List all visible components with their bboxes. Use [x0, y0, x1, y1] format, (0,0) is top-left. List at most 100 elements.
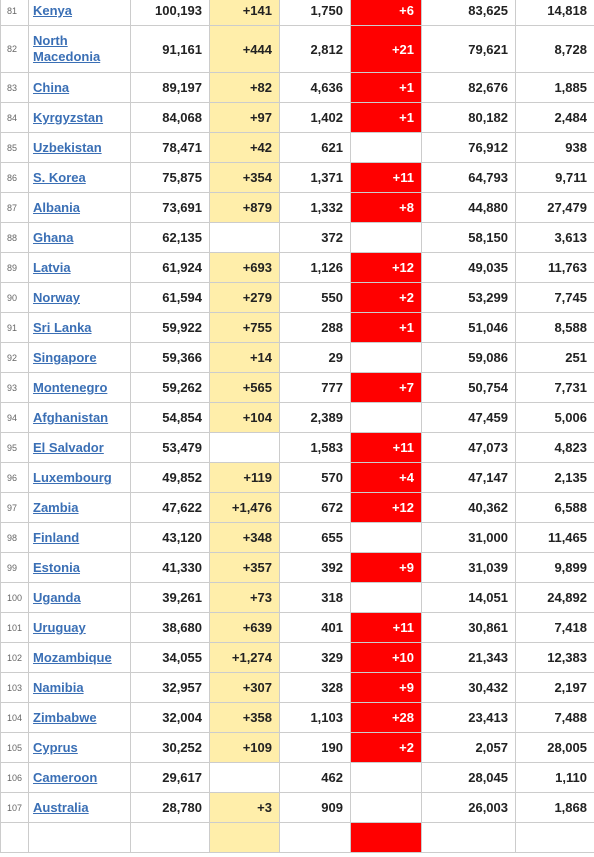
- country-cell: Estonia: [28, 552, 131, 583]
- country-link[interactable]: Sri Lanka: [33, 320, 92, 335]
- total-recovered-cell: 28,045: [421, 762, 516, 793]
- country-link[interactable]: North Macedonia: [33, 33, 101, 64]
- total-cases-cell: 54,854: [130, 402, 210, 433]
- total-cases-cell: 61,924: [130, 252, 210, 283]
- table-row: 92 Singapore 59,366 +14 29 59,086 251: [0, 342, 594, 373]
- rank-cell: 86: [0, 162, 29, 193]
- new-deaths-cell: [350, 222, 422, 253]
- country-link[interactable]: Estonia: [33, 560, 80, 575]
- rank-cell: 95: [0, 432, 29, 463]
- country-link[interactable]: Cyprus: [33, 740, 78, 755]
- country-link[interactable]: Finland: [33, 530, 80, 545]
- new-cases-cell: +14: [209, 342, 280, 373]
- table-row: 95 El Salvador 53,479 1,583 +11 47,073 4,823: [0, 432, 594, 463]
- total-recovered-cell: 47,459: [421, 402, 516, 433]
- new-cases-cell: +119: [209, 462, 280, 493]
- total-recovered-cell: 23,413: [421, 702, 516, 733]
- partial-cell: [209, 822, 280, 853]
- total-cases-cell: 32,004: [130, 702, 210, 733]
- country-link[interactable]: Uzbekistan: [33, 140, 102, 155]
- total-recovered-cell: 83,625: [421, 0, 516, 26]
- rank-cell: 107: [0, 792, 29, 823]
- active-cases-cell: 14,818: [515, 0, 594, 26]
- country-link[interactable]: Uruguay: [33, 620, 86, 635]
- rank-cell: 99: [0, 552, 29, 583]
- new-cases-cell: +755: [209, 312, 280, 343]
- country-cell: El Salvador: [28, 432, 131, 463]
- rank-cell: 104: [0, 702, 29, 733]
- table-row: 90 Norway 61,594 +279 550 +2 53,299 7,745: [0, 282, 594, 313]
- total-deaths-cell: 329: [279, 642, 351, 673]
- country-cell: Cameroon: [28, 762, 131, 793]
- active-cases-cell: 24,892: [515, 582, 594, 613]
- total-cases-cell: 43,120: [130, 522, 210, 553]
- total-cases-cell: 75,875: [130, 162, 210, 193]
- table-row: 86 S. Korea 75,875 +354 1,371 +11 64,793 9,711: [0, 162, 594, 193]
- country-cell: Albania: [28, 192, 131, 223]
- total-cases-cell: 61,594: [130, 282, 210, 313]
- country-link[interactable]: Latvia: [33, 260, 71, 275]
- country-link[interactable]: El Salvador: [33, 440, 104, 455]
- total-cases-cell: 91,161: [130, 25, 210, 73]
- new-deaths-cell: +7: [350, 372, 422, 403]
- country-link[interactable]: Uganda: [33, 590, 81, 605]
- country-link[interactable]: Cameroon: [33, 770, 98, 785]
- total-deaths-cell: 401: [279, 612, 351, 643]
- partial-cell: [350, 822, 422, 853]
- country-link[interactable]: Albania: [33, 200, 80, 215]
- country-cell: Finland: [28, 522, 131, 553]
- country-link[interactable]: Zambia: [33, 500, 79, 515]
- total-cases-cell: 30,252: [130, 732, 210, 763]
- total-recovered-cell: 40,362: [421, 492, 516, 523]
- total-cases-cell: 62,135: [130, 222, 210, 253]
- new-deaths-cell: +1: [350, 102, 422, 133]
- country-cell: China: [28, 72, 131, 103]
- active-cases-cell: 1,868: [515, 792, 594, 823]
- country-link[interactable]: Australia: [33, 800, 89, 815]
- country-link[interactable]: China: [33, 80, 70, 95]
- country-link[interactable]: Namibia: [33, 680, 84, 695]
- new-deaths-cell: +11: [350, 612, 422, 643]
- table-row: 88 Ghana 62,135 372 58,150 3,613: [0, 222, 594, 253]
- country-link[interactable]: Singapore: [33, 350, 97, 365]
- new-cases-cell: +879: [209, 192, 280, 223]
- active-cases-cell: 251: [515, 342, 594, 373]
- rank-cell: 85: [0, 132, 29, 163]
- total-deaths-cell: 2,389: [279, 402, 351, 433]
- country-cell: Uzbekistan: [28, 132, 131, 163]
- new-deaths-cell: [350, 762, 422, 793]
- country-link[interactable]: Kenya: [33, 3, 73, 18]
- active-cases-cell: 2,484: [515, 102, 594, 133]
- table-row: 83 China 89,197 +82 4,636 +1 82,676 1,885: [0, 72, 594, 103]
- country-link[interactable]: Montenegro: [33, 380, 108, 395]
- total-deaths-cell: 462: [279, 762, 351, 793]
- country-link[interactable]: Mozambique: [33, 650, 112, 665]
- country-link[interactable]: Luxembourg: [33, 470, 112, 485]
- total-deaths-cell: 1,750: [279, 0, 351, 26]
- active-cases-cell: 7,745: [515, 282, 594, 313]
- country-link[interactable]: S. Korea: [33, 170, 86, 185]
- new-deaths-cell: +11: [350, 162, 422, 193]
- new-cases-cell: +354: [209, 162, 280, 193]
- new-cases-cell: +307: [209, 672, 280, 703]
- country-cell: Kenya: [28, 0, 131, 26]
- active-cases-cell: 1,110: [515, 762, 594, 793]
- country-link[interactable]: Kyrgyzstan: [33, 110, 104, 125]
- country-link[interactable]: Ghana: [33, 230, 74, 245]
- active-cases-cell: 1,885: [515, 72, 594, 103]
- country-link[interactable]: Zimbabwe: [33, 710, 97, 725]
- total-cases-cell: 32,957: [130, 672, 210, 703]
- total-deaths-cell: 29: [279, 342, 351, 373]
- total-recovered-cell: 47,147: [421, 462, 516, 493]
- total-recovered-cell: 31,000: [421, 522, 516, 553]
- total-deaths-cell: 392: [279, 552, 351, 583]
- total-recovered-cell: 2,057: [421, 732, 516, 763]
- total-deaths-cell: 1,371: [279, 162, 351, 193]
- country-link[interactable]: Norway: [33, 290, 80, 305]
- country-link[interactable]: Afghanistan: [33, 410, 109, 425]
- active-cases-cell: 8,728: [515, 25, 594, 73]
- table-row: 100 Uganda 39,261 +73 318 14,051 24,892: [0, 582, 594, 613]
- total-recovered-cell: 44,880: [421, 192, 516, 223]
- table-row: 106 Cameroon 29,617 462 28,045 1,110: [0, 762, 594, 793]
